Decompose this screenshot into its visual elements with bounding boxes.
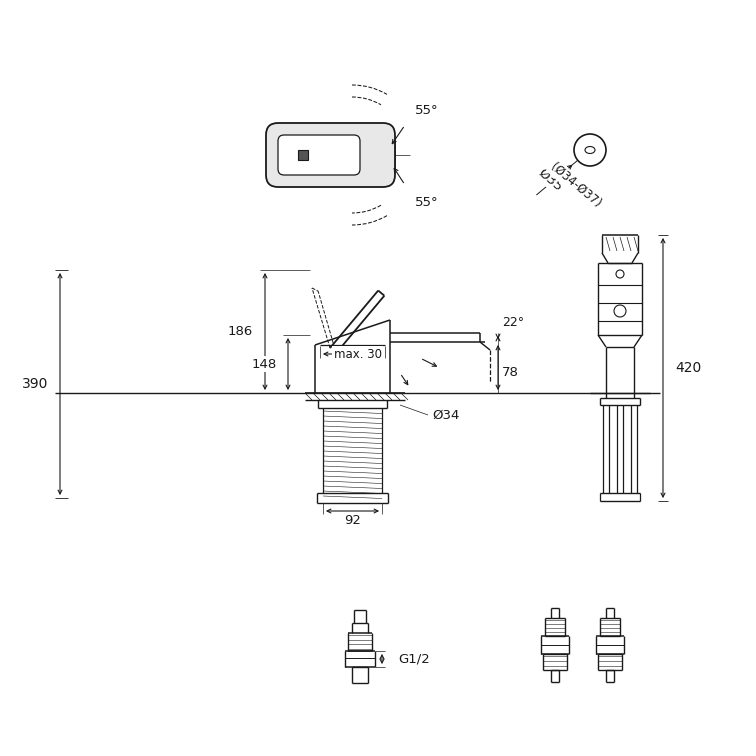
FancyBboxPatch shape [266,123,395,187]
FancyBboxPatch shape [278,135,360,175]
Text: (Ø34-Ø37): (Ø34-Ø37) [548,160,604,210]
Circle shape [616,270,624,278]
Text: 186: 186 [228,325,253,338]
Circle shape [574,134,606,166]
Text: 78: 78 [502,367,519,380]
Text: Ø34: Ø34 [432,408,460,422]
Text: G1/2: G1/2 [398,652,429,665]
Circle shape [614,305,626,317]
Text: 420: 420 [675,361,702,375]
Text: Ø35: Ø35 [536,166,565,194]
Bar [298,150,308,160]
Text: 22°: 22° [502,317,524,330]
Text: 55°: 55° [415,104,438,116]
Ellipse shape [585,147,595,153]
Text: 148: 148 [252,358,277,370]
Text: 92: 92 [344,515,361,528]
Text: max. 30: max. 30 [333,348,382,361]
Text: 55°: 55° [415,197,438,209]
Text: 390: 390 [22,377,48,391]
